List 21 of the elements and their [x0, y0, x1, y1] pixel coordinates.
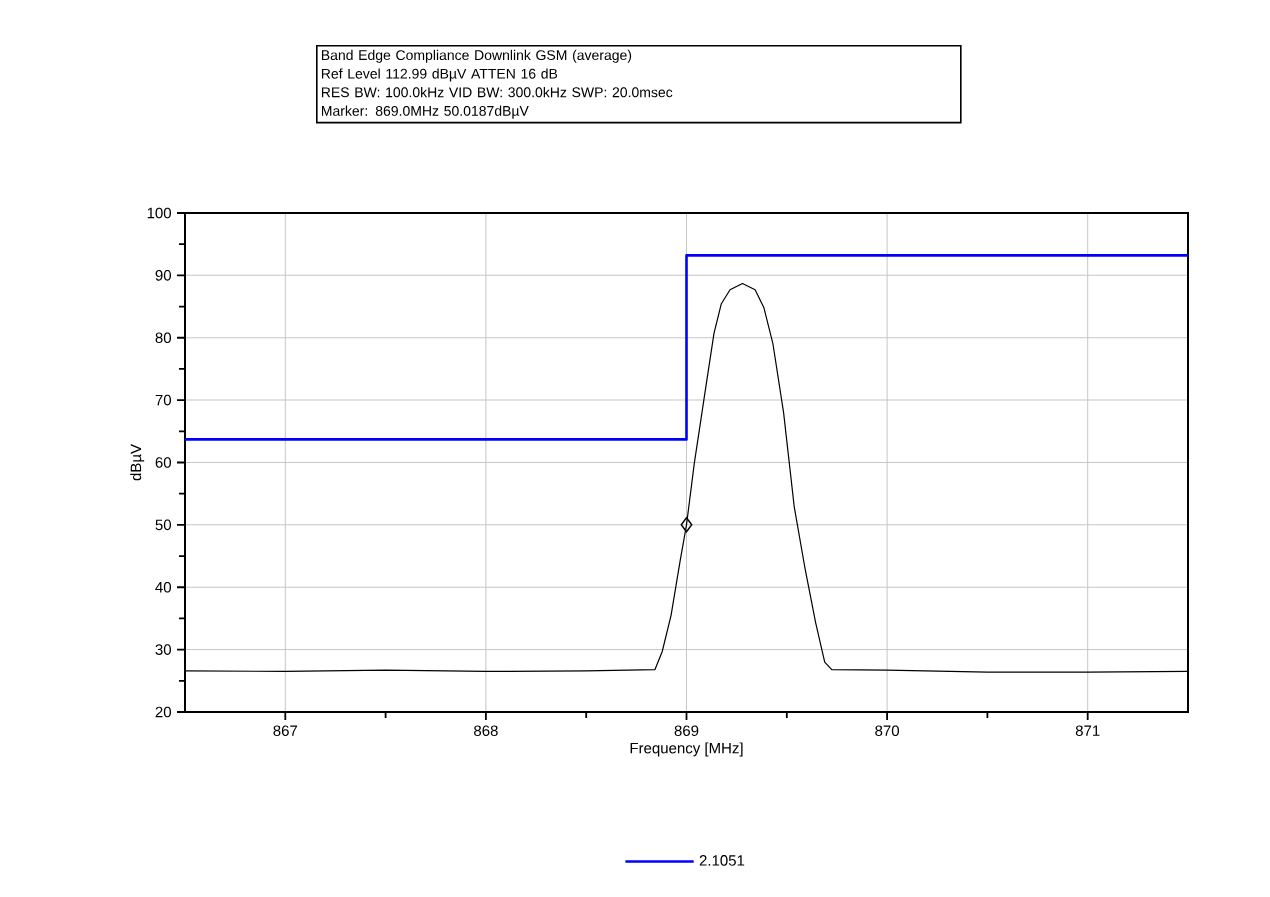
- text: Ref Level 112.99 dBµV ATTEN 16 dB: [321, 68, 558, 82]
- y-tick-label: 80: [155, 332, 172, 344]
- x-tick-label: 868: [474, 725, 498, 737]
- y-tick-label: 100: [147, 207, 171, 219]
- y-tick-label: 70: [155, 394, 172, 406]
- x-tick-label: 867: [273, 725, 298, 737]
- y-tick-label: 30: [155, 644, 172, 655]
- text: Marker: 869.0MHz 50.0187dBµV: [321, 105, 529, 119]
- y-axis-title: dBµV: [130, 444, 145, 481]
- x-axis-title: Frequency [MHz]: [630, 742, 743, 757]
- y-tick-label: 90: [155, 270, 172, 281]
- legend-label: 2.1051: [699, 855, 745, 866]
- text: RES BW: 100.0kHz VID BW: 300.0kHz SWP: 20.0msec: [321, 86, 673, 98]
- y-tick-label: 50: [155, 519, 172, 531]
- x-tick-label: 869: [674, 725, 699, 737]
- x-tick-label: 870: [875, 725, 900, 737]
- chart-title: Band Edge Compliance Downlink GSM (average): [321, 49, 632, 63]
- y-tick-label: 60: [155, 457, 172, 468]
- x-tick-label: 871: [1075, 725, 1100, 737]
- y-tick-label: 40: [155, 581, 172, 593]
- y-tick-label: 20: [155, 706, 172, 718]
